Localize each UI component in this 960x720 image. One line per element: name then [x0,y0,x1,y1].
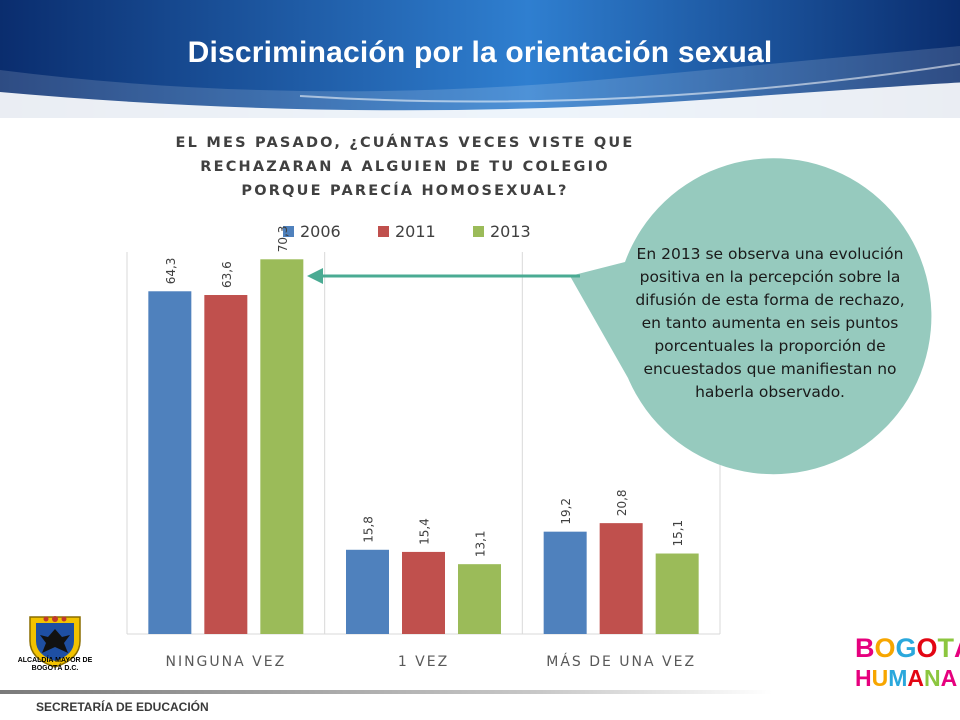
footer-text: SECRETARÍA DE EDUCACIÓN [36,700,209,714]
bar-2006 [346,549,389,634]
org-label: ALCALDÍA MAYOR DE BOGOTÁ D.C. [17,657,93,672]
bar-2011 [402,551,445,634]
bar-2011 [204,295,248,634]
coat-of-arms-icon [29,616,81,668]
slide-title: Discriminación por la orientación sexual [187,36,773,69]
logo-line-2: HUMANA [855,665,957,692]
callout-text: En 2013 se observa una evolución positiv… [635,245,905,401]
logo-letter: A [940,665,958,691]
chart-title: EL MES PASADO, ¿CUÁNTAS VECES VISTE QUE … [150,131,660,203]
logo-line-1: BOGOTÁ [855,633,960,664]
legend-swatch [378,225,389,237]
category-label: MÁS DE UNA VEZ [546,653,696,670]
legend-label: 2013 [490,221,531,241]
chart-title-line: RECHAZARAN A ALGUIEN DE TU COLEGIO [200,159,610,175]
arrow-head [307,268,323,284]
legend-label: 2011 [395,221,436,241]
header-banner: Discriminación por la orientación sexual [0,0,960,118]
logo-letter: H [855,665,872,691]
data-label: 13,1 [474,530,488,557]
bar-2006 [148,291,192,634]
data-label: 70,3 [276,226,290,253]
legend-item-2013: 2013 [473,220,531,242]
chart-title-line: PORQUE PARECÍA HOMOSEXUAL? [241,183,569,199]
logo-letter: Á [954,633,960,664]
data-label: 63,6 [220,261,234,288]
data-label: 64,3 [164,258,178,285]
bar-2013 [655,553,699,634]
logo-letter: U [871,665,889,691]
bogota-humana-logo: BOGOTÁ HUMANA [855,633,960,713]
category-label: 1 VEZ [398,654,449,670]
header-background [0,0,960,118]
legend-item-2011: 2011 [378,220,436,242]
bar-2011 [599,523,643,634]
legend-item-2006: 2006 [283,220,341,242]
chart-title-line: EL MES PASADO, ¿CUÁNTAS VECES VISTE QUE [175,135,635,151]
data-label: 20,8 [615,489,629,516]
legend-label: 2006 [300,221,341,241]
legend-swatch [283,225,294,237]
legend-swatch [473,225,484,237]
data-label: 15,1 [671,520,685,547]
logo-letter: G [895,633,917,663]
data-label: 15,4 [418,518,432,545]
bar-2013 [458,564,501,634]
logo-letter: T [937,633,955,663]
logo-letter: O [916,633,938,663]
callout-bubble [570,158,932,475]
data-label: 19,2 [559,498,573,525]
category-label: NINGUNA VEZ [165,654,286,670]
logo-letter: B [855,633,875,663]
logo-letter: M [888,665,908,691]
logo-letter: N [924,665,941,691]
data-label: 15,8 [362,516,376,543]
footer-divider [0,690,772,694]
logo-letter: O [874,633,896,663]
bar-2006 [543,531,587,634]
logo-letter: A [907,665,925,691]
bar-2013 [260,259,304,634]
